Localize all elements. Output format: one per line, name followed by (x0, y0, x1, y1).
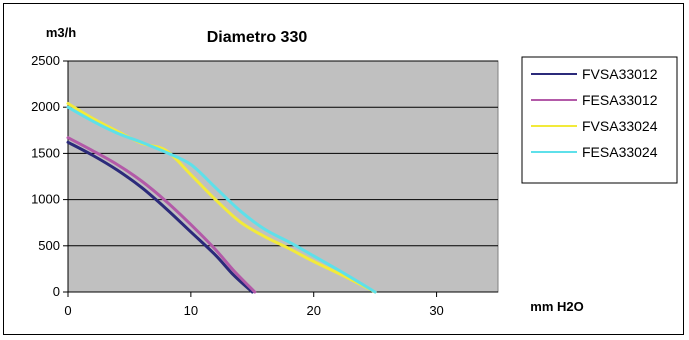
y-tick-label: 0 (53, 284, 60, 299)
y-tick-label: 1000 (31, 192, 60, 207)
legend-label: FVSA33024 (582, 118, 658, 134)
chart-frame: 0 500 1000 1500 2000 2500 0 10 20 30 Diametro 330… (3, 3, 684, 335)
x-tick-label: 20 (306, 303, 320, 318)
y-tick-label: 2500 (31, 53, 60, 68)
series-line-fesa33012 (66, 136, 257, 294)
x-tick-label: 30 (429, 303, 443, 318)
plot-area (67, 60, 499, 293)
x-axis-title: mm H2O (530, 299, 583, 314)
y-tick-label: 500 (38, 238, 60, 253)
y-axis-title: m3/h (46, 25, 76, 40)
y-tick-label: 1500 (31, 145, 60, 160)
series-line-fvsa33024 (66, 102, 377, 294)
legend-label: FESA33012 (582, 92, 658, 108)
legend-box (521, 56, 678, 184)
legend-label: FVSA33012 (582, 66, 658, 82)
chart-title: Diametro 330 (207, 29, 308, 46)
y-tick-label: 2000 (31, 99, 60, 114)
x-tick-label: 10 (184, 303, 198, 318)
series-line-fvsa33012 (66, 140, 254, 294)
series-line-fesa33024 (66, 105, 377, 294)
legend-label: FESA33024 (582, 144, 658, 160)
chart-canvas: 0 500 1000 1500 2000 2500 0 10 20 30 Diametro 330… (31, 25, 678, 318)
x-tick-label: 0 (64, 303, 71, 318)
legend: FVSA33012 FESA33012 FVSA33024 FESA33024 (521, 56, 678, 184)
